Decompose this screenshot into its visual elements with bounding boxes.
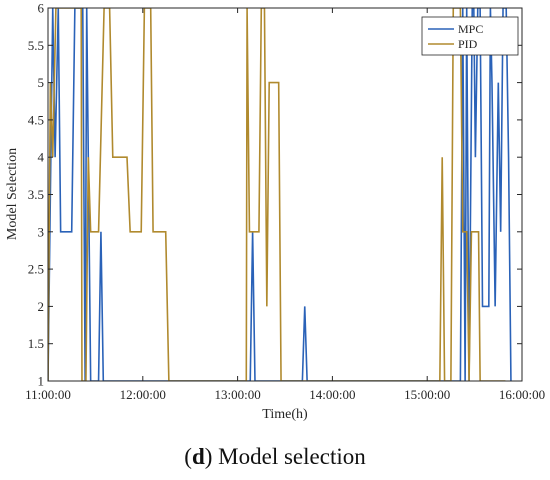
x-tick-label: 14:00:00 [309,387,355,402]
y-tick-label: 1 [38,374,45,389]
y-tick-label: 4 [38,150,45,165]
y-axis-label: Model Selection [5,148,20,240]
legend-label-mpc: MPC [458,22,483,36]
caption-text: Model selection [212,444,366,469]
y-tick-label: 5 [38,75,45,90]
y-tick-label: 1.5 [28,336,44,351]
y-tick-label: 3.5 [28,187,44,202]
y-tick-label: 3 [38,224,45,239]
x-axis-label: Time(h) [262,407,308,422]
series-line-pid [48,8,506,381]
x-axis: 11:00:00 12:00:00 13:00:00 14:00:00 15:00:00… [25,8,545,402]
x-tick-label: 15:00:00 [404,387,450,402]
caption-letter: d [191,444,205,469]
y-tick-label: 6 [38,1,45,16]
series-layer [48,8,512,381]
x-tick-label: 16:00:00 [499,387,545,402]
x-tick-label: 13:00:00 [214,387,260,402]
y-tick-label: 2.5 [28,262,44,277]
y-tick-label: 2 [38,299,45,314]
legend-box [421,16,519,56]
x-tick-label: 12:00:00 [120,387,166,402]
x-tick-label: 11:00:00 [25,387,71,402]
y-axis: 1 1.5 2 2.5 3 3.5 4 4.5 5 5.5 6 [28,1,522,389]
y-tick-label: 4.5 [28,112,44,127]
legend-label-pid: PID [458,37,478,51]
y-tick-label: 5.5 [28,38,44,53]
chart: 11:00:00 12:00:00 13:00:00 14:00:00 15:00:00… [5,1,545,423]
figure-caption: (d) Model selection [184,444,366,469]
series-line-mpc [48,8,512,381]
